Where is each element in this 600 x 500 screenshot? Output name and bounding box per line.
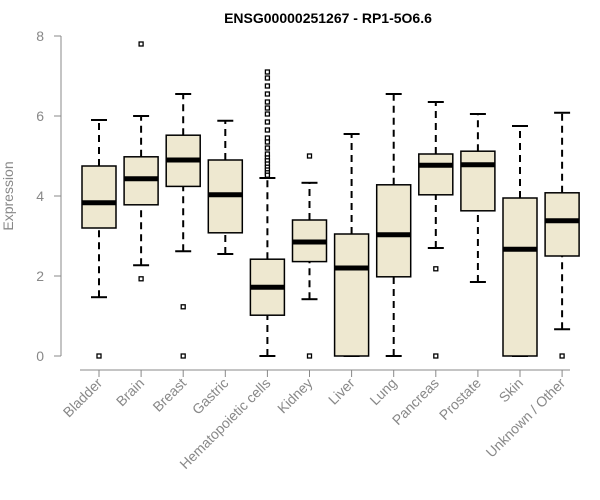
box-body bbox=[418, 153, 454, 196]
box-hematopoietic-cells bbox=[249, 69, 286, 357]
outlier-point bbox=[180, 353, 186, 359]
box-brain bbox=[123, 41, 159, 282]
outlier-point bbox=[264, 75, 271, 81]
outlier-point bbox=[264, 91, 271, 97]
box-body bbox=[333, 233, 370, 357]
box-bladder bbox=[81, 119, 117, 359]
box-body bbox=[375, 184, 412, 278]
category-label: Brain bbox=[113, 375, 147, 409]
category-label: Prostate bbox=[436, 375, 484, 423]
outlier-point bbox=[96, 353, 102, 359]
box-breast bbox=[165, 93, 201, 359]
box-gastric bbox=[207, 119, 244, 255]
y-tick-label: 0 bbox=[36, 348, 44, 364]
category-label: Unknown / Other bbox=[483, 375, 569, 461]
outlier-point bbox=[264, 83, 271, 89]
y-tick-label: 4 bbox=[36, 188, 44, 204]
outlier-point bbox=[559, 353, 565, 359]
box-body bbox=[544, 192, 580, 257]
boxes bbox=[81, 41, 580, 359]
category-label: Bladder bbox=[60, 375, 106, 421]
box-pancreas bbox=[418, 101, 454, 359]
y-tick-label: 6 bbox=[36, 108, 44, 124]
outlier-point bbox=[180, 304, 186, 310]
outlier-point bbox=[264, 99, 271, 105]
box-kidney bbox=[291, 153, 328, 359]
y-tick-label: 8 bbox=[36, 28, 44, 44]
y-tick-label: 2 bbox=[36, 268, 44, 284]
box-body bbox=[81, 165, 117, 229]
category-label: Pancreas bbox=[389, 375, 442, 428]
outlier-point bbox=[306, 353, 313, 359]
box-unknown-other bbox=[544, 111, 580, 359]
outlier-point bbox=[264, 127, 271, 133]
outlier-point bbox=[433, 266, 439, 272]
y-axis-label: Expression bbox=[0, 161, 16, 230]
box-prostate bbox=[460, 113, 496, 283]
category-label: Liver bbox=[325, 375, 358, 408]
outlier-point bbox=[433, 353, 439, 359]
x-ticks bbox=[98, 370, 563, 377]
category-label: Breast bbox=[149, 375, 189, 415]
box-skin bbox=[502, 125, 538, 357]
outlier-point bbox=[264, 105, 271, 111]
outlier-point bbox=[264, 111, 271, 117]
box-body bbox=[460, 150, 496, 212]
outlier-point bbox=[138, 276, 144, 282]
y-ticks: 0 2 4 6 8 bbox=[36, 28, 61, 364]
outlier-point bbox=[306, 153, 313, 159]
category-label: Skin bbox=[496, 375, 527, 406]
box-liver bbox=[333, 133, 370, 357]
outlier-point bbox=[138, 41, 144, 47]
outlier-point bbox=[264, 172, 271, 178]
category-label: Kidney bbox=[274, 375, 316, 417]
outlier-point bbox=[264, 119, 271, 125]
outlier-point bbox=[264, 145, 271, 151]
box-lung bbox=[375, 93, 412, 357]
category-label: Lung bbox=[366, 375, 399, 408]
box-body bbox=[502, 197, 538, 357]
outlier-point bbox=[264, 139, 271, 145]
chart-title: ENSG00000251267 - RP1-5O6.6 bbox=[224, 10, 432, 26]
outlier-point bbox=[264, 69, 271, 75]
